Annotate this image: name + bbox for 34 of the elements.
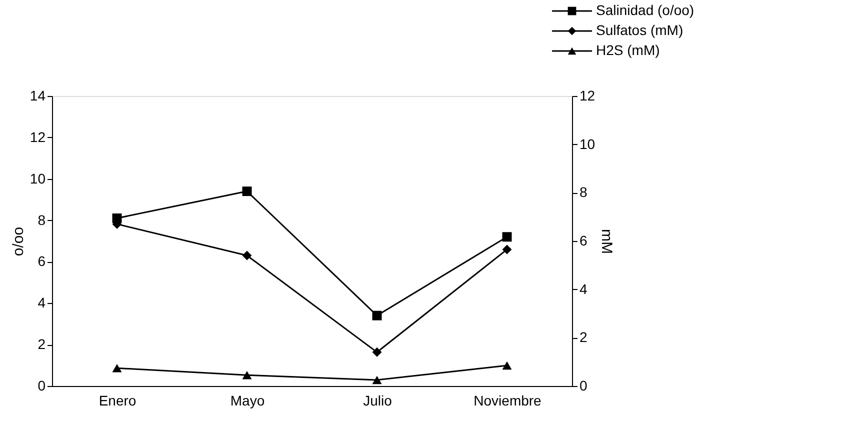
y-tick-label: 12 — [30, 128, 46, 145]
y-tick-label: 6 — [38, 253, 46, 270]
y2-tick-label: 12 — [580, 88, 596, 104]
point — [242, 371, 252, 380]
y2-axis-title: mM — [598, 229, 616, 254]
legend-label: H2S (mM) — [596, 42, 660, 58]
y2-tick-label: 10 — [580, 136, 596, 152]
point — [112, 364, 122, 372]
point — [502, 232, 512, 242]
y-tick-label: 0 — [38, 378, 46, 394]
point — [242, 186, 252, 196]
legend-label: Sulfatos (mM) — [596, 22, 684, 38]
y-axis-title: o/oo — [10, 226, 27, 256]
point — [502, 244, 512, 254]
y2-tick-label: 4 — [580, 280, 588, 297]
y-tick-label: 8 — [38, 212, 46, 228]
y2-tick-label: 8 — [580, 184, 588, 200]
point — [502, 361, 512, 370]
x-tick-label: Mayo — [230, 392, 265, 408]
x-tick-label: Enero — [98, 392, 136, 408]
point — [372, 376, 382, 384]
y-tick-label: 2 — [38, 336, 46, 352]
y2-tick-label: 0 — [580, 378, 588, 394]
x-tick-label: Noviembre — [474, 392, 542, 408]
y2-tick-label: 6 — [580, 232, 588, 248]
point — [372, 347, 382, 357]
y-tick-label: 10 — [30, 170, 46, 186]
y-tick-label: 14 — [30, 88, 46, 104]
point — [372, 310, 382, 320]
y-tick-label: 4 — [38, 294, 46, 311]
y2-tick-label: 2 — [580, 329, 588, 346]
x-tick-label: Julio — [363, 392, 392, 408]
legend-label: Salinidad (o/oo) — [596, 2, 694, 18]
point — [242, 250, 252, 260]
